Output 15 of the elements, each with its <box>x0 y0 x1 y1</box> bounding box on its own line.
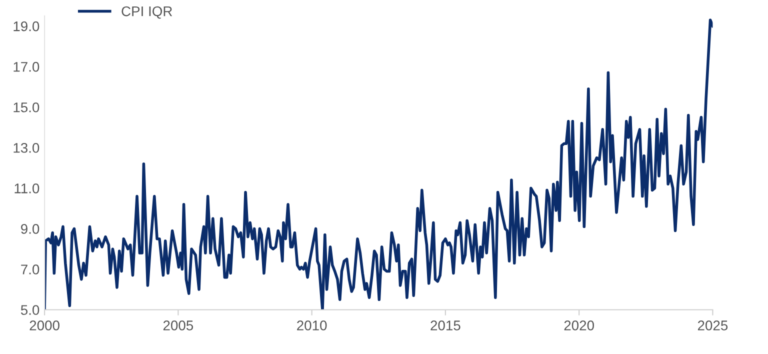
x-tick-label: 2025 <box>698 320 728 330</box>
y-tick-label: 11.0 <box>14 184 40 194</box>
x-tick-label: 2010 <box>297 320 327 330</box>
y-tick-label: 19.0 <box>14 21 40 32</box>
y-tick-label: 5.0 <box>20 305 40 315</box>
y-tick-label: 9.0 <box>21 224 40 234</box>
x-tick-label: 2015 <box>430 320 460 330</box>
x-tick-label: 2005 <box>163 320 194 330</box>
y-tick-label: 13.0 <box>14 142 40 153</box>
y-tick-label: 15.0 <box>14 102 40 112</box>
x-tick-label: 2020 <box>564 320 594 330</box>
y-tick-label: 7.0 <box>21 264 40 274</box>
x-tick-label: 2000 <box>30 320 60 330</box>
y-tick-label: 17.0 <box>14 62 40 72</box>
legend-label: CPI IQR <box>122 6 172 19</box>
